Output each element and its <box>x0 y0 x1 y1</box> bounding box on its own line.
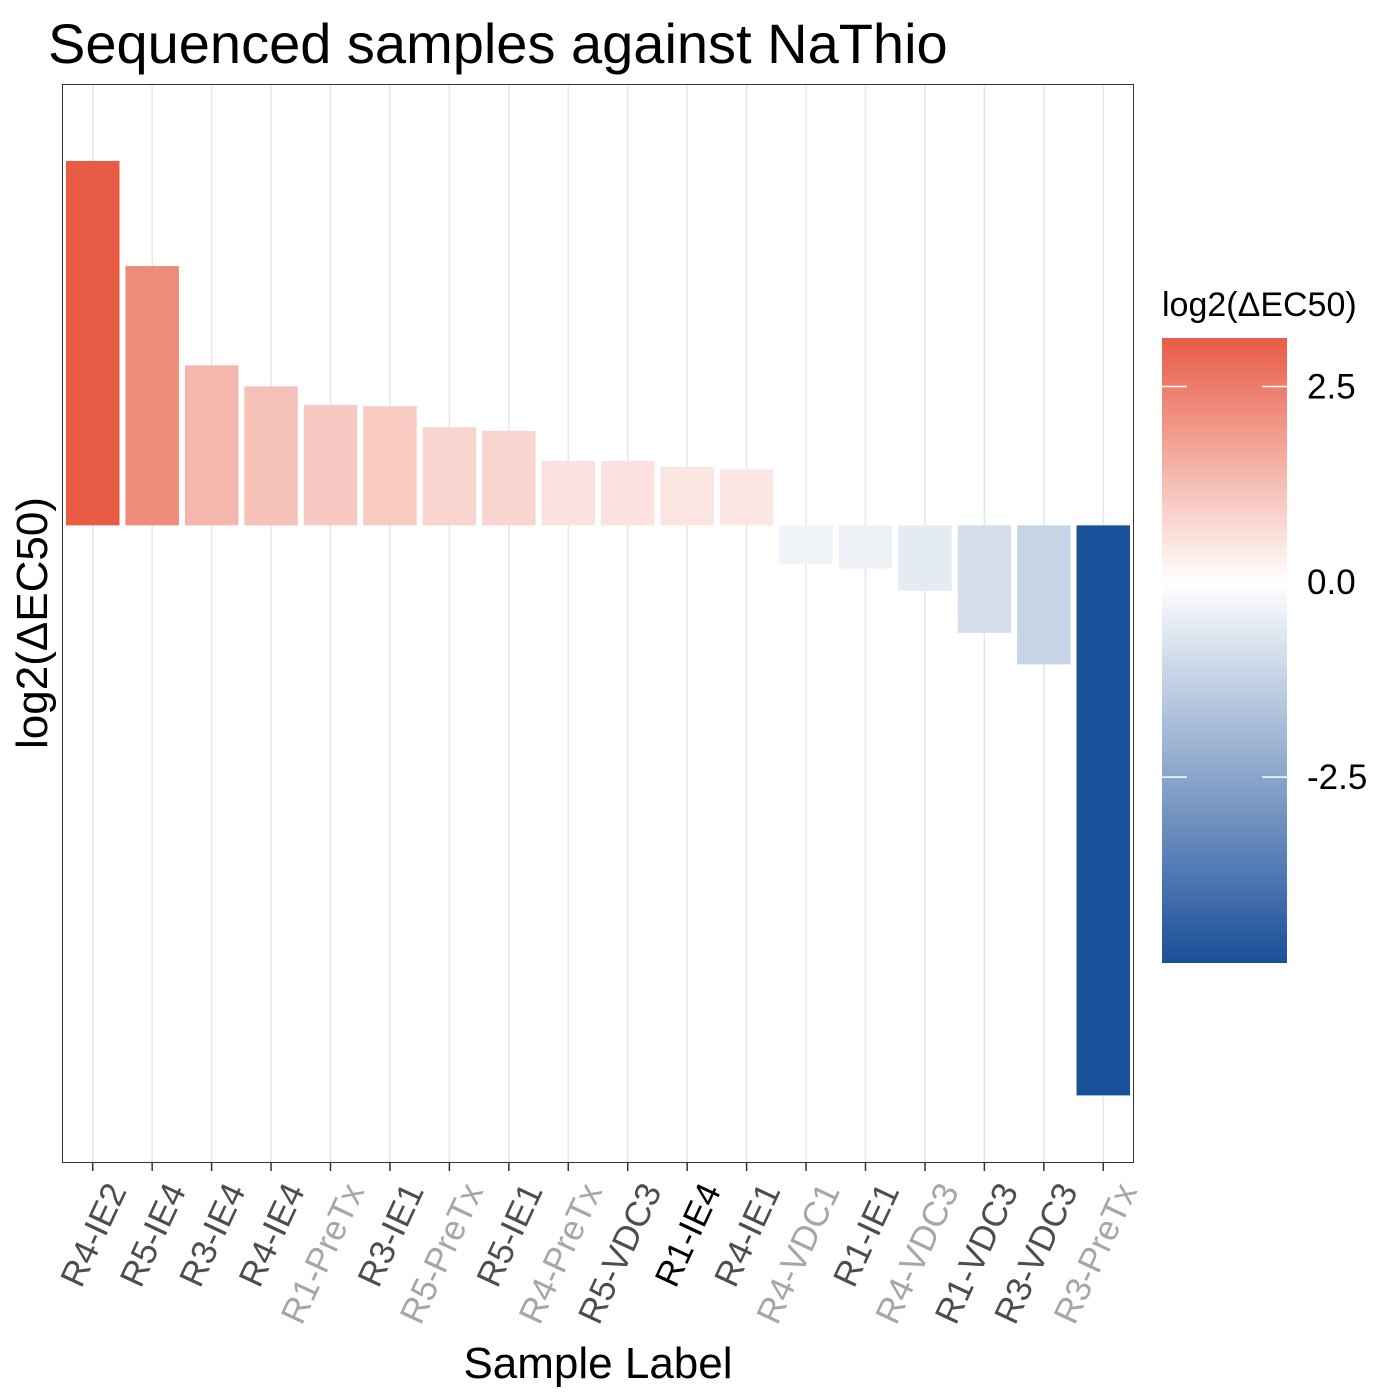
bars <box>65 160 1131 1096</box>
bar <box>65 160 120 526</box>
chart-title: Sequenced samples against NaThio <box>48 12 948 75</box>
bar <box>1076 525 1131 1096</box>
legend: log2(ΔEC50) 2.5 0.0 -2.5 <box>1162 286 1367 963</box>
bar <box>363 406 417 526</box>
bar <box>541 461 596 526</box>
bar <box>957 525 1012 633</box>
bar <box>838 525 893 569</box>
bar <box>422 427 477 526</box>
bar <box>600 461 655 526</box>
legend-title: log2(ΔEC50) <box>1162 286 1357 324</box>
bar <box>303 405 358 526</box>
x-axis-title: Sample Label <box>463 1339 732 1388</box>
bar <box>184 365 239 526</box>
legend-tick-label: 2.5 <box>1307 367 1356 406</box>
legend-tick-label: -2.5 <box>1307 758 1367 797</box>
legend-tick-label: 0.0 <box>1307 563 1356 602</box>
bar <box>898 525 952 591</box>
bar <box>660 466 714 526</box>
x-ticks <box>91 1162 1105 1171</box>
y-axis-title: log2(ΔEC50) <box>8 497 57 749</box>
legend-colorbar <box>1162 338 1287 963</box>
x-tick-labels: R4-IE2R5-IE4R3-IE4R4-IE4R1-PreTxR3-IE1R5… <box>53 1177 1145 1330</box>
plot-panel-border <box>62 84 1134 1163</box>
bar <box>244 386 298 526</box>
bar <box>482 430 536 526</box>
bar <box>719 469 774 526</box>
legend-ticks: 2.5 0.0 -2.5 <box>1162 367 1367 797</box>
bar <box>125 266 179 526</box>
bar <box>779 525 833 564</box>
bar <box>1017 525 1071 665</box>
grid-lines <box>91 85 1105 1162</box>
